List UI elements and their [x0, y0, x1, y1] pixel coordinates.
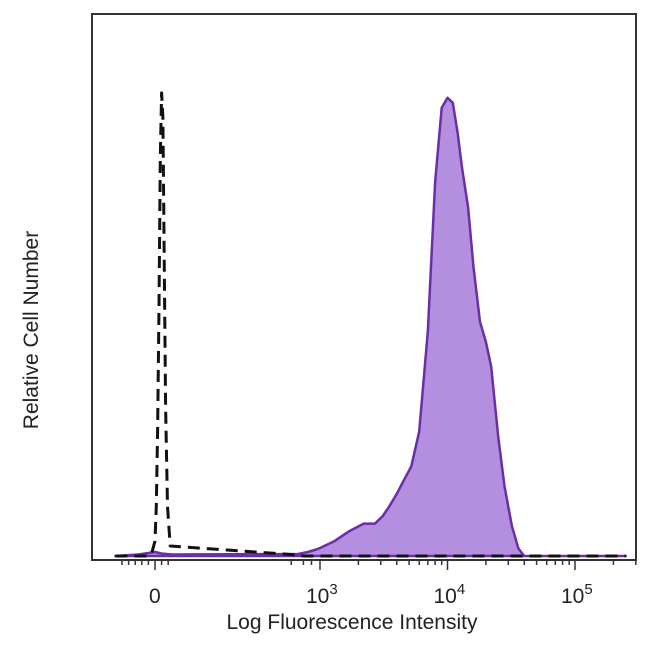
- x-tick-label: 105: [561, 581, 593, 608]
- y-axis-label: Relative Cell Number: [20, 231, 43, 429]
- x-axis-ticks: [121, 560, 637, 570]
- stained-sample-histogram: [114, 96, 627, 558]
- x-tick-label: 0: [149, 585, 161, 608]
- x-axis-label: Log Fluorescence Intensity: [227, 611, 478, 634]
- isotype-control-histogram: [115, 91, 626, 558]
- x-tick-label: 103: [306, 581, 338, 608]
- plot-frame: [91, 13, 637, 561]
- x-axis-tick-labels: 0 103 104 105: [149, 581, 593, 608]
- x-tick-label: 104: [434, 581, 466, 608]
- series-layer: [114, 91, 627, 558]
